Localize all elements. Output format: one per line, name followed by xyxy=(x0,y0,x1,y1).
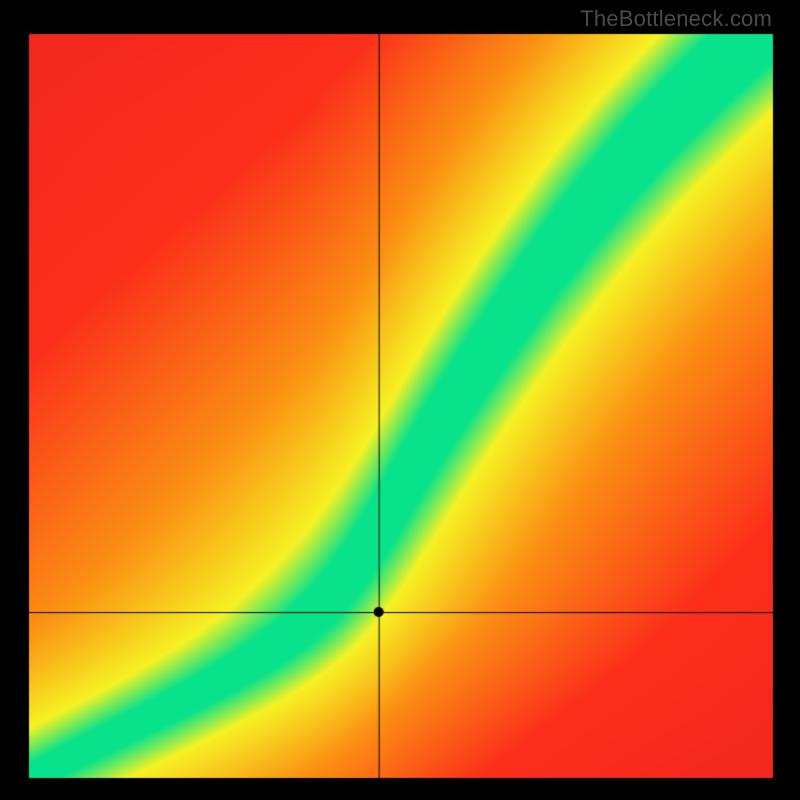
chart-container: TheBottleneck.com xyxy=(0,0,800,800)
watermark-text: TheBottleneck.com xyxy=(580,6,772,32)
bottleneck-heatmap xyxy=(0,0,800,800)
